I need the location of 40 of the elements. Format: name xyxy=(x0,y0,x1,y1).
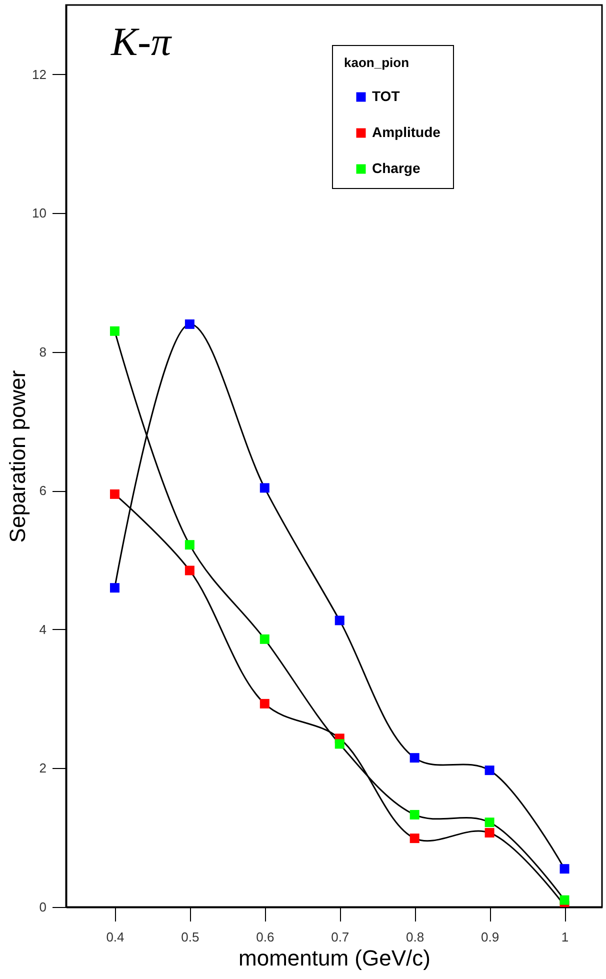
y-tick-label: 2 xyxy=(39,760,46,776)
x-tick-label: 0.6 xyxy=(256,930,274,944)
x-axis-title: momentum (GeV/c) xyxy=(238,946,430,970)
y-tick-label: 6 xyxy=(39,483,46,498)
point xyxy=(560,864,570,874)
point xyxy=(484,828,494,838)
x-tick-label: 0.4 xyxy=(106,930,124,944)
point xyxy=(260,698,270,708)
x-tick-label: 0.5 xyxy=(181,930,200,944)
x-tick-label: 1 xyxy=(561,930,569,944)
point xyxy=(110,489,120,499)
point xyxy=(184,319,194,329)
point xyxy=(410,753,420,763)
point xyxy=(184,540,194,550)
point xyxy=(334,616,344,626)
y-tick-label: 12 xyxy=(32,66,46,82)
x-tick-label: 0.9 xyxy=(481,930,500,944)
x-tick-label: 0.8 xyxy=(406,930,424,944)
legend-label: TOT xyxy=(372,88,400,104)
point xyxy=(110,326,120,336)
point xyxy=(410,810,420,820)
y-tick-label: 0 xyxy=(39,900,46,914)
point xyxy=(260,634,270,644)
y-axis-title: Separation power xyxy=(5,370,30,543)
y-tick-label: 4 xyxy=(39,622,46,637)
point xyxy=(260,483,270,493)
point xyxy=(560,895,570,905)
x-tick-label: 0.7 xyxy=(331,930,350,944)
point xyxy=(484,818,494,828)
point xyxy=(334,739,344,749)
legend-label: Amplitude xyxy=(372,124,441,140)
point xyxy=(184,566,194,576)
point xyxy=(410,834,420,844)
annotation: K-π xyxy=(110,19,172,64)
y-tick-label: 8 xyxy=(39,344,46,360)
point xyxy=(110,583,120,593)
y-tick-label: 10 xyxy=(32,206,46,221)
legend-title: kaon_pion xyxy=(344,55,410,70)
point xyxy=(484,766,494,776)
legend-label: Charge xyxy=(372,160,420,176)
